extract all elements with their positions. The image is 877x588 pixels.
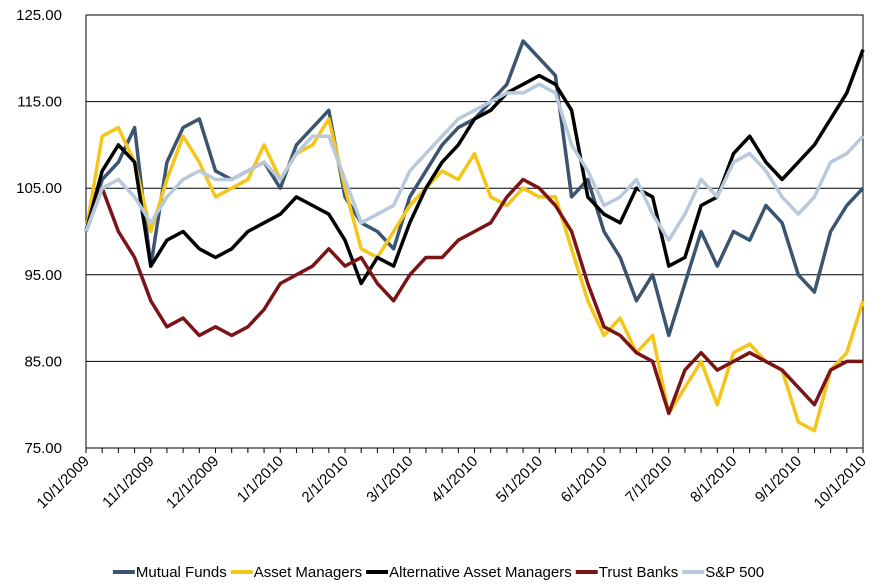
y-tick-label: 75.00 [24,440,62,457]
legend-item: Mutual Funds [112,564,227,581]
legend-label: Trust Banks [599,564,678,581]
legend-label: Mutual Funds [136,564,227,581]
x-tick-label: 9/1/2010 [752,453,805,506]
y-tick-label: 85.00 [24,353,62,370]
legend-item: S&P 500 [682,564,764,581]
x-tick-label: 6/1/2010 [558,453,611,506]
x-tick-label: 12/1/2009 [163,453,222,512]
series-line [84,82,865,242]
y-tick-label: 125.00 [16,7,62,24]
legend-label: Asset Managers [254,564,362,581]
x-tick-label: 4/1/2010 [428,453,481,506]
x-tick-label: 8/1/2010 [687,453,740,506]
series-line [84,177,863,416]
x-tick-label: 1/1/2010 [234,453,287,506]
x-tick-label: 7/1/2010 [622,453,675,506]
x-tick-label: 10/1/2010 [811,453,870,512]
x-tick-label: 5/1/2010 [493,453,546,506]
y-tick-label: 105.00 [16,180,62,197]
x-tick-label: 11/1/2009 [99,453,157,511]
x-tick-label: 10/1/2009 [34,453,93,512]
series-line [84,48,865,286]
legend-label: Alternative Asset Managers [389,564,572,581]
legend-item: Trust Banks [575,564,678,581]
x-tick-label: 2/1/2010 [299,453,352,506]
legend: Mutual Funds Asset Managers Alternative As… [112,564,764,581]
y-tick-label: 115.00 [17,94,62,111]
x-tick-label: 3/1/2010 [363,453,416,506]
legend-item: Alternative Asset Managers [366,564,572,581]
legend-item: Asset Managers [230,564,362,581]
legend-label: S&P 500 [705,564,764,581]
series-line [84,117,865,433]
y-tick-label: 95.00 [24,267,62,284]
